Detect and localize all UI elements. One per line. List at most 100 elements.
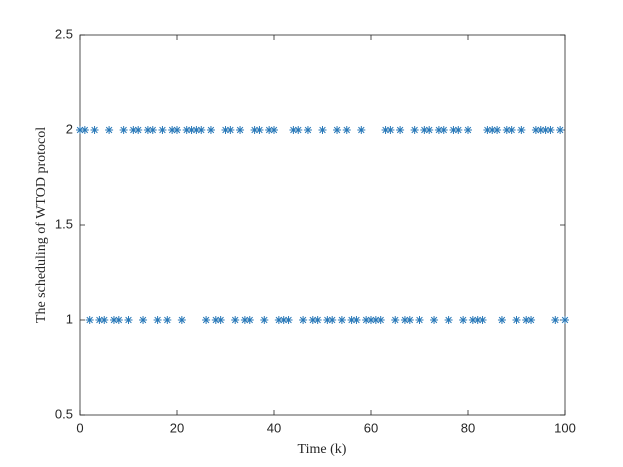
marker	[454, 126, 463, 134]
marker	[148, 126, 157, 134]
marker	[493, 126, 502, 134]
marker	[139, 316, 148, 324]
marker	[114, 316, 123, 324]
x-tick-label: 20	[170, 420, 184, 435]
marker	[129, 126, 138, 134]
marker	[260, 316, 269, 324]
marker	[536, 126, 545, 134]
marker	[371, 316, 380, 324]
marker	[240, 316, 249, 324]
marker	[468, 316, 477, 324]
marker	[231, 316, 240, 324]
marker	[76, 126, 84, 134]
x-tick-label: 80	[461, 420, 475, 435]
marker	[90, 126, 99, 134]
marker	[430, 316, 439, 324]
marker	[405, 316, 414, 324]
marker	[507, 126, 516, 134]
marker	[376, 316, 385, 324]
marker	[294, 126, 303, 134]
marker	[313, 316, 322, 324]
y-tick-label: 2	[66, 121, 73, 136]
marker	[279, 316, 288, 324]
marker	[182, 126, 191, 134]
marker	[109, 316, 118, 324]
marker	[187, 126, 196, 134]
marker	[459, 316, 468, 324]
marker	[100, 316, 109, 324]
marker	[541, 126, 550, 134]
marker	[439, 126, 448, 134]
marker	[551, 316, 560, 324]
marker	[265, 126, 274, 134]
y-tick-label: 0.5	[55, 406, 73, 421]
marker	[425, 126, 434, 134]
marker	[464, 126, 472, 134]
marker	[216, 316, 225, 324]
marker	[274, 316, 283, 324]
x-tick-label: 100	[554, 420, 576, 435]
marker	[85, 316, 94, 324]
marker	[236, 126, 245, 134]
marker	[163, 316, 172, 324]
marker	[362, 316, 371, 324]
marker	[333, 126, 342, 134]
marker	[347, 316, 356, 324]
marker	[289, 126, 298, 134]
marker	[105, 126, 114, 134]
marker	[328, 316, 337, 324]
marker	[483, 126, 492, 134]
marker	[211, 316, 220, 324]
marker	[337, 316, 346, 324]
marker	[502, 126, 511, 134]
x-tick-label: 0	[76, 420, 83, 435]
y-tick-label: 1.5	[55, 216, 73, 231]
marker	[367, 316, 375, 324]
marker	[434, 126, 443, 134]
marker	[95, 316, 104, 324]
marker	[202, 316, 211, 324]
marker	[318, 126, 327, 134]
y-axis-label: The scheduling of WTOD protocol	[34, 127, 49, 323]
x-tick-label: 60	[364, 420, 378, 435]
y-tick-label: 2.5	[55, 26, 73, 41]
marker	[177, 316, 186, 324]
marker	[410, 126, 419, 134]
marker	[449, 126, 458, 134]
marker	[221, 126, 230, 134]
marker	[391, 316, 400, 324]
marker	[197, 126, 206, 134]
marker	[323, 316, 332, 324]
marker	[80, 126, 89, 134]
marker	[497, 316, 506, 324]
marker	[250, 126, 259, 134]
marker	[415, 316, 424, 324]
marker	[226, 126, 235, 134]
marker	[396, 126, 405, 134]
marker	[561, 316, 569, 324]
marker	[386, 126, 395, 134]
marker	[444, 316, 453, 324]
marker	[381, 126, 390, 134]
marker	[488, 126, 497, 134]
marker	[522, 316, 531, 324]
marker	[168, 126, 177, 134]
marker	[143, 126, 152, 134]
marker	[299, 316, 308, 324]
marker	[173, 126, 181, 134]
marker	[134, 126, 143, 134]
marker	[352, 316, 361, 324]
marker	[517, 126, 526, 134]
marker	[270, 126, 278, 134]
marker	[512, 316, 521, 324]
marker	[473, 316, 482, 324]
plot-area	[79, 34, 566, 416]
marker	[255, 126, 264, 134]
marker	[124, 316, 133, 324]
marker	[357, 126, 366, 134]
marker	[245, 316, 254, 324]
marker	[527, 316, 536, 324]
marker	[342, 126, 351, 134]
marker	[192, 126, 201, 134]
marker	[420, 126, 429, 134]
